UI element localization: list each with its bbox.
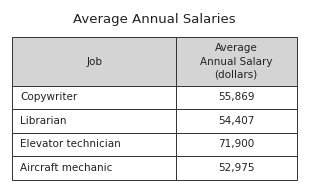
Text: Job: Job [86, 56, 102, 67]
Bar [176, 37, 297, 86]
Text: 55,869: 55,869 [218, 92, 255, 102]
Bar [12, 133, 176, 156]
Text: Copywriter: Copywriter [20, 92, 77, 102]
Text: 71,900: 71,900 [218, 139, 254, 149]
Bar [12, 86, 176, 109]
Text: Aircraft mechanic: Aircraft mechanic [20, 163, 112, 173]
Text: Elevator technician: Elevator technician [20, 139, 121, 149]
Text: Librarian: Librarian [20, 116, 66, 126]
Bar [12, 37, 176, 86]
Text: Average Annual Salaries: Average Annual Salaries [73, 13, 236, 26]
Text: Average
Annual Salary
(dollars): Average Annual Salary (dollars) [200, 43, 273, 80]
Bar [12, 109, 176, 133]
Bar [12, 156, 176, 180]
Text: 54,407: 54,407 [218, 116, 254, 126]
Bar [176, 109, 297, 133]
Bar [176, 86, 297, 109]
Text: 52,975: 52,975 [218, 163, 255, 173]
Bar [176, 133, 297, 156]
Bar [176, 156, 297, 180]
